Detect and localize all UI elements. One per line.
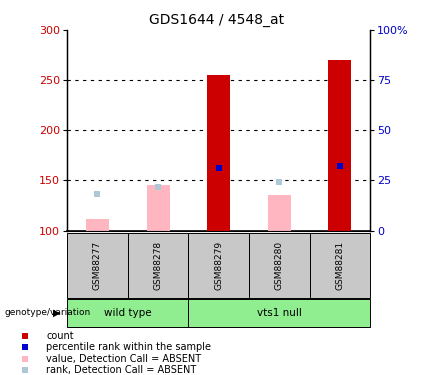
- Text: GSM88278: GSM88278: [154, 241, 162, 290]
- Text: GSM88280: GSM88280: [275, 241, 284, 290]
- Bar: [128, 232, 188, 298]
- Text: GDS1644 / 4548_at: GDS1644 / 4548_at: [149, 13, 284, 27]
- Bar: [188, 299, 370, 327]
- Text: GSM88279: GSM88279: [214, 241, 223, 290]
- Text: GSM88281: GSM88281: [336, 241, 344, 290]
- Bar: [146, 186, 170, 231]
- Text: wild type: wild type: [104, 308, 152, 318]
- Bar: [310, 232, 370, 298]
- Bar: [328, 60, 352, 231]
- Text: genotype/variation: genotype/variation: [4, 308, 90, 317]
- Bar: [67, 299, 188, 327]
- Bar: [268, 195, 291, 231]
- Bar: [207, 75, 230, 231]
- Bar: [67, 232, 128, 298]
- Text: vts1 null: vts1 null: [257, 308, 302, 318]
- Bar: [86, 219, 109, 231]
- Text: rank, Detection Call = ABSENT: rank, Detection Call = ABSENT: [46, 365, 196, 375]
- Bar: [249, 232, 310, 298]
- Text: count: count: [46, 331, 74, 341]
- Text: ▶: ▶: [52, 308, 60, 318]
- Text: percentile rank within the sample: percentile rank within the sample: [46, 342, 211, 352]
- Text: value, Detection Call = ABSENT: value, Detection Call = ABSENT: [46, 354, 201, 364]
- Bar: [188, 232, 249, 298]
- Text: GSM88277: GSM88277: [93, 241, 102, 290]
